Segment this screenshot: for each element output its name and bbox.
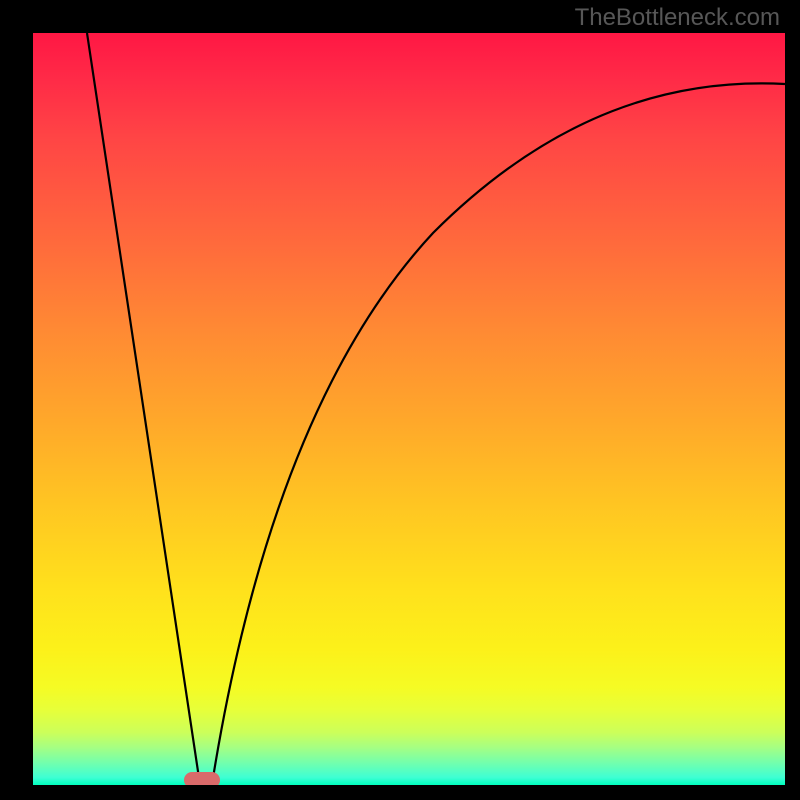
minimum-marker xyxy=(184,772,220,785)
border-bottom xyxy=(0,785,800,800)
curve-path xyxy=(87,33,785,781)
border-left xyxy=(0,0,33,800)
bottleneck-chart: TheBottleneck.com xyxy=(0,0,800,800)
border-right xyxy=(785,0,800,800)
bottleneck-curve xyxy=(33,33,785,785)
watermark-text: TheBottleneck.com xyxy=(575,4,780,32)
plot-area xyxy=(33,33,785,785)
